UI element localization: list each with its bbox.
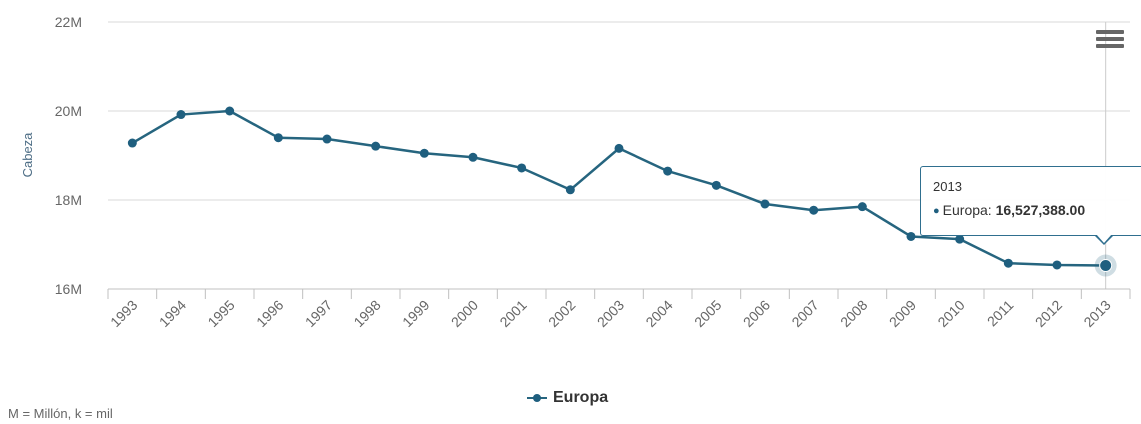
data-tooltip: 2013 ● Europa: 16,527,388.00	[920, 166, 1141, 236]
x-tick-label: 2007	[788, 297, 821, 330]
data-point[interactable]	[176, 110, 186, 120]
data-point[interactable]	[517, 163, 527, 173]
y-tick-label: 18M	[55, 192, 82, 208]
data-point[interactable]	[955, 234, 965, 244]
menu-icon-bar	[1096, 30, 1124, 34]
x-tick-label: 2003	[594, 297, 627, 330]
data-point[interactable]	[468, 152, 478, 162]
x-tick-label: 1994	[156, 297, 189, 330]
x-tick-label: 1998	[350, 297, 383, 330]
x-tick-label: 2004	[642, 297, 675, 330]
data-point[interactable]	[419, 148, 429, 158]
data-point[interactable]	[614, 143, 624, 153]
x-tick-label: 2010	[934, 297, 967, 330]
data-point[interactable]	[1052, 260, 1062, 270]
x-tick-label: 2012	[1032, 297, 1065, 330]
y-axis: 16M 18M 20M 22M	[55, 14, 82, 297]
legend-line-marker-icon	[527, 391, 547, 405]
x-tick-label: 2005	[691, 297, 724, 330]
data-point[interactable]	[857, 202, 867, 212]
x-tick-label: 2000	[448, 297, 481, 330]
y-tick-label: 16M	[55, 281, 82, 297]
data-point[interactable]	[760, 199, 770, 209]
x-tick-label: 1999	[399, 297, 432, 330]
footnote: M = Millón, k = mil	[8, 406, 113, 421]
x-tick-label: 2008	[837, 297, 870, 330]
tooltip-year: 2013	[933, 179, 962, 194]
data-point[interactable]	[322, 134, 332, 144]
data-point[interactable]	[565, 185, 575, 195]
y-axis-title: Cabeza	[20, 132, 35, 178]
x-tick-label: 2001	[496, 297, 529, 330]
data-point-highlighted[interactable]	[1099, 259, 1113, 273]
legend-label: Europa	[553, 389, 609, 406]
y-tick-label: 20M	[55, 103, 82, 119]
tooltip-arrow-inner	[1096, 234, 1112, 243]
tooltip-value: 16,527,388.00	[995, 202, 1086, 218]
data-point[interactable]	[1003, 258, 1013, 268]
x-tick-label: 1996	[253, 297, 286, 330]
data-point[interactable]	[127, 138, 137, 148]
legend-item-europa[interactable]: Europa	[527, 389, 608, 407]
tooltip-row: ● Europa: 16,527,388.00	[933, 202, 1141, 218]
x-tick-label: 1993	[107, 297, 140, 330]
x-tick-label: 1997	[302, 297, 335, 330]
x-axis: 1993 1994 1995 1996 1997 1998 1999 2000 2001 2002…	[107, 288, 1131, 330]
menu-icon-bar	[1096, 44, 1124, 48]
x-tick-label: 2006	[740, 297, 773, 330]
x-tick-label: 2002	[545, 297, 578, 330]
data-point[interactable]	[225, 106, 235, 116]
x-tick-label: 2011	[984, 297, 1017, 330]
data-point[interactable]	[273, 133, 283, 143]
y-tick-label: 22M	[55, 14, 82, 30]
tooltip-series-label: Europa:	[942, 202, 992, 218]
chart-menu-button[interactable]	[1096, 30, 1124, 54]
tooltip-series-marker: ●	[933, 205, 940, 217]
menu-icon-bar	[1096, 37, 1124, 41]
data-point[interactable]	[809, 205, 819, 215]
series-europa[interactable]	[127, 106, 1117, 277]
data-point[interactable]	[663, 166, 673, 176]
data-point[interactable]	[711, 180, 721, 190]
x-tick-label: 2009	[886, 297, 919, 330]
data-point[interactable]	[371, 141, 381, 151]
x-tick-label: 2013	[1080, 297, 1113, 330]
data-point[interactable]	[906, 231, 916, 241]
x-tick-label: 1995	[204, 297, 237, 330]
